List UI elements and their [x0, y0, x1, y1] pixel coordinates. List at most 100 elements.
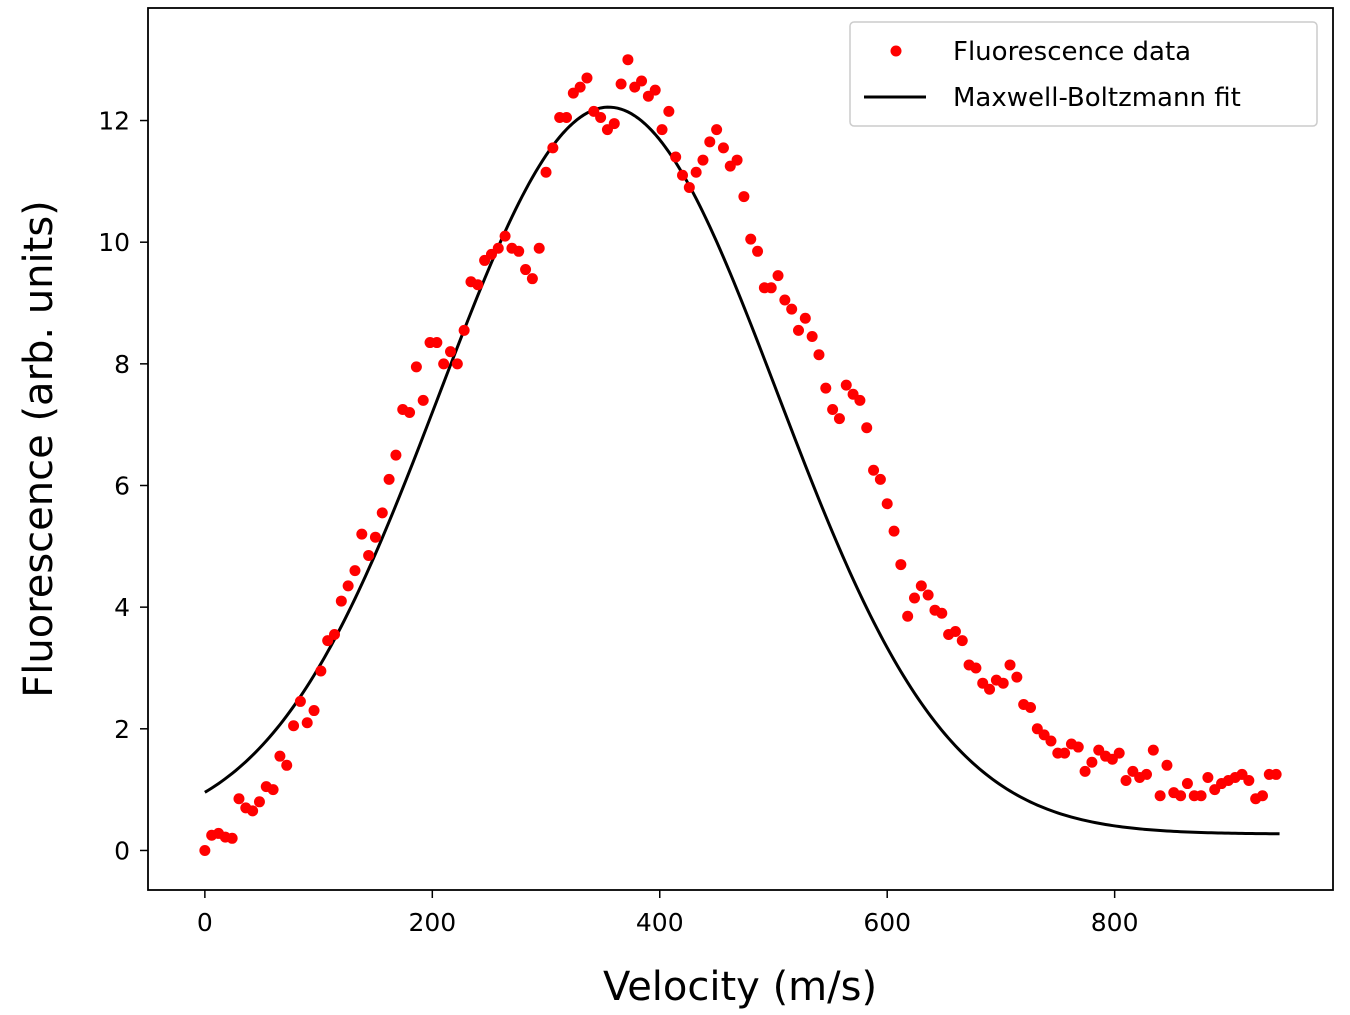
data-point: [970, 662, 982, 674]
data-point: [909, 592, 920, 604]
data-point: [574, 81, 586, 93]
data-point: [1045, 735, 1057, 747]
y-axis-label: Fluorescence (arb. units): [16, 200, 62, 698]
data-point: [793, 324, 804, 336]
data-point: [915, 580, 927, 592]
data-point: [786, 303, 798, 315]
data-point: [622, 54, 634, 66]
data-point: [1202, 771, 1214, 783]
data-point: [335, 595, 347, 607]
data-point: [1154, 790, 1166, 802]
data-point: [526, 273, 538, 285]
data-point: [547, 142, 559, 154]
data-point: [799, 312, 811, 324]
data-point: [581, 72, 593, 84]
legend-box: [849, 21, 1318, 127]
data-point: [772, 270, 784, 282]
data-point: [922, 589, 934, 601]
data-point: [561, 111, 572, 123]
data-point: [765, 282, 777, 294]
data-point: [833, 413, 845, 425]
data-point: [1059, 747, 1071, 759]
data-point: [704, 136, 716, 148]
data-point: [1256, 790, 1268, 802]
points-layer: [199, 54, 1282, 856]
data-point: [438, 358, 450, 370]
plot-frame: [147, 7, 1334, 891]
data-point: [874, 473, 886, 485]
data-point: [1270, 768, 1282, 780]
data-point: [383, 473, 395, 485]
data-point: [390, 449, 402, 461]
data-point: [349, 565, 361, 577]
data-point: [854, 394, 866, 406]
data-point: [417, 394, 429, 406]
data-point: [301, 717, 313, 729]
data-point: [1243, 775, 1255, 787]
data-point: [806, 330, 818, 342]
data-point: [369, 531, 381, 543]
data-point: [1004, 659, 1016, 671]
data-point: [1120, 775, 1132, 787]
data-point: [267, 784, 279, 796]
data-point: [1181, 778, 1193, 790]
y-tick-label: 4: [114, 593, 130, 622]
fit-curve: [204, 105, 1280, 836]
data-point: [868, 464, 880, 476]
fit-layer: [204, 105, 1280, 836]
data-point: [895, 559, 907, 571]
y-tick-label: 6: [114, 471, 130, 500]
data-point: [902, 610, 914, 622]
data-point: [1025, 702, 1036, 714]
data-point: [1086, 756, 1098, 768]
x-tick-label: 200: [408, 908, 456, 937]
data-point: [738, 191, 750, 203]
data-point: [329, 629, 341, 641]
data-point: [253, 796, 265, 808]
data-point: [683, 181, 695, 193]
data-point: [949, 625, 961, 637]
data-point: [274, 750, 286, 762]
data-point: [1175, 790, 1187, 802]
data-point: [711, 124, 723, 136]
data-point: [636, 75, 648, 87]
data-point: [608, 118, 620, 130]
data-point: [451, 358, 463, 370]
data-point: [533, 242, 545, 254]
data-point: [813, 349, 825, 361]
data-point: [199, 844, 211, 856]
data-point: [649, 84, 661, 96]
x-tick-label: 400: [636, 908, 684, 937]
data-point: [997, 677, 1009, 689]
data-point: [356, 528, 368, 540]
data-point: [404, 407, 416, 418]
data-point: [752, 245, 764, 257]
data-point: [656, 124, 668, 136]
data-point: [540, 166, 552, 178]
legend: Fluorescence data Maxwell-Boltzmann fit: [849, 21, 1318, 127]
y-tick-label: 2: [114, 715, 130, 744]
data-point: [677, 169, 688, 181]
data-point: [499, 230, 511, 242]
legend-label-data: Fluorescence data: [953, 37, 1191, 67]
data-point: [1147, 744, 1159, 756]
y-tick-label: 0: [114, 836, 130, 865]
data-point: [458, 324, 470, 336]
data-point: [615, 78, 627, 90]
data-point: [745, 233, 757, 245]
data-point: [410, 361, 422, 373]
data-point: [717, 142, 729, 154]
data-point: [690, 166, 702, 178]
data-point: [731, 154, 743, 166]
x-tick-label: 600: [863, 908, 911, 937]
data-point: [445, 346, 456, 358]
data-point: [281, 759, 293, 771]
x-axis-label: Velocity (m/s): [603, 964, 877, 1010]
data-point: [513, 245, 525, 257]
x-tick-label: 800: [1091, 908, 1139, 937]
y-tick-label: 12: [98, 107, 130, 136]
x-axis-ticks: 0 200 400 600 800: [197, 890, 1139, 937]
y-tick-label: 8: [114, 350, 130, 379]
x-tick-label: 0: [197, 908, 213, 937]
